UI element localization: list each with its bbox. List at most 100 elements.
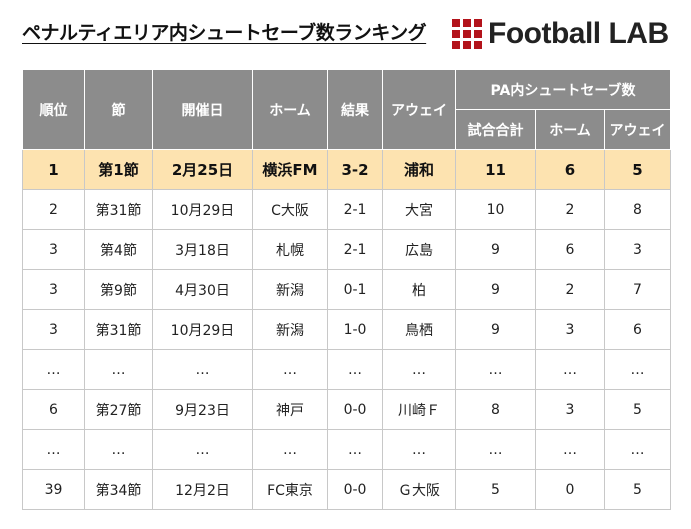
cell-home: … — [252, 429, 328, 470]
header-pa-saves-group: PA内シュートセーブ数 — [454, 69, 672, 110]
cell-away: 鳥栖 — [382, 309, 456, 350]
football-lab-logo: Football LAB — [452, 16, 669, 52]
page-title: ペナルティエリア内シュートセーブ数ランキング — [22, 22, 427, 44]
cell-away-saves: 7 — [603, 269, 672, 310]
cell-rank: … — [22, 349, 85, 390]
cell-result: … — [327, 349, 383, 390]
cell-away-saves: … — [603, 429, 672, 470]
cell-away-saves: 8 — [603, 189, 672, 230]
cell-section: 第31節 — [84, 189, 153, 230]
cell-away-saves: 5 — [603, 149, 672, 190]
cell-result: 0-0 — [327, 469, 383, 510]
cell-home-saves: 6 — [535, 149, 605, 190]
table-row: 2 第31節 10月29日 C大阪 2-1 大宮 10 2 8 — [22, 189, 672, 230]
cell-rank: 1 — [22, 149, 85, 190]
cell-away-saves: 5 — [603, 469, 672, 510]
header-rank: 順位 — [22, 69, 85, 150]
cell-away: 浦和 — [382, 149, 456, 190]
cell-home: FC東京 — [252, 469, 328, 510]
cell-home-saves: 3 — [535, 309, 605, 350]
cell-away: 広島 — [382, 229, 456, 270]
cell-home-saves: 3 — [535, 389, 605, 430]
cell-result: … — [327, 429, 383, 470]
cell-home-saves: 2 — [535, 189, 605, 230]
cell-section: 第31節 — [84, 309, 153, 350]
cell-home: C大阪 — [252, 189, 328, 230]
cell-away-saves: … — [603, 349, 672, 390]
header-result: 結果 — [327, 69, 383, 150]
cell-date: 3月18日 — [152, 229, 253, 270]
cell-away-saves: 5 — [603, 389, 672, 430]
cell-date: 2月25日 — [152, 149, 253, 190]
cell-rank: 3 — [22, 269, 85, 310]
cell-home: … — [252, 349, 328, 390]
cell-away-saves: 3 — [603, 229, 672, 270]
cell-result: 3-2 — [327, 149, 383, 190]
cell-away-saves: 6 — [603, 309, 672, 350]
cell-section: 第1節 — [84, 149, 153, 190]
table-row: 6 第27節 9月23日 神戸 0-0 川崎Ｆ 8 3 5 — [22, 389, 672, 430]
cell-home-saves: … — [535, 349, 605, 390]
cell-away: … — [382, 349, 456, 390]
cell-home-saves: 6 — [535, 229, 605, 270]
cell-date: 4月30日 — [152, 269, 253, 310]
cell-total: 9 — [455, 269, 536, 310]
cell-total: 9 — [455, 229, 536, 270]
cell-home-saves: 2 — [535, 269, 605, 310]
cell-total: 11 — [455, 149, 536, 190]
cell-total: 5 — [455, 469, 536, 510]
logo-text: Football LAB — [488, 17, 669, 50]
cell-section: 第34節 — [84, 469, 153, 510]
cell-date: 9月23日 — [152, 389, 253, 430]
cell-home: 神戸 — [252, 389, 328, 430]
cell-section: 第27節 — [84, 389, 153, 430]
cell-rank: 3 — [22, 229, 85, 270]
cell-away: 川崎Ｆ — [382, 389, 456, 430]
cell-home-saves: … — [535, 429, 605, 470]
cell-away: … — [382, 429, 456, 470]
cell-home: 横浜FM — [252, 149, 328, 190]
table-body: 1 第1節 2月25日 横浜FM 3-2 浦和 11 6 5 2 第31節 10月29日 C大阪 2-1 大… — [22, 149, 672, 510]
cell-section: 第4節 — [84, 229, 153, 270]
cell-home: 新潟 — [252, 309, 328, 350]
cell-result: 1-0 — [327, 309, 383, 350]
cell-date: … — [152, 349, 253, 390]
cell-away: 大宮 — [382, 189, 456, 230]
cell-total: 9 — [455, 309, 536, 350]
cell-total: … — [455, 349, 536, 390]
cell-result: 2-1 — [327, 189, 383, 230]
cell-date: 12月2日 — [152, 469, 253, 510]
cell-total: … — [455, 429, 536, 470]
cell-away: 柏 — [382, 269, 456, 310]
cell-home: 新潟 — [252, 269, 328, 310]
header-date: 開催日 — [152, 69, 253, 150]
cell-home: 札幌 — [252, 229, 328, 270]
cell-section: … — [84, 429, 153, 470]
cell-total: 10 — [455, 189, 536, 230]
header-section: 節 — [84, 69, 153, 150]
table-row: 39 第34節 12月2日 FC東京 0-0 Ｇ大阪 5 0 5 — [22, 469, 672, 510]
cell-date: 10月29日 — [152, 189, 253, 230]
cell-rank: 39 — [22, 469, 85, 510]
cell-section: … — [84, 349, 153, 390]
header-home-saves: ホーム — [535, 109, 605, 150]
table-row: 3 第4節 3月18日 札幌 2-1 広島 9 6 3 — [22, 229, 672, 270]
table-row: 3 第31節 10月29日 新潟 1-0 鳥栖 9 3 6 — [22, 309, 672, 350]
cell-rank: 2 — [22, 189, 85, 230]
football-lab-grid-icon — [452, 19, 482, 49]
cell-home-saves: 0 — [535, 469, 605, 510]
cell-result: 0-1 — [327, 269, 383, 310]
cell-date: … — [152, 429, 253, 470]
cell-rank: 3 — [22, 309, 85, 350]
table-row: 1 第1節 2月25日 横浜FM 3-2 浦和 11 6 5 — [22, 149, 672, 190]
table-row: ……………………… — [22, 429, 672, 470]
header-away: アウェイ — [382, 69, 456, 150]
header-away-saves: アウェイ — [603, 109, 672, 150]
cell-section: 第9節 — [84, 269, 153, 310]
cell-rank: … — [22, 429, 85, 470]
cell-rank: 6 — [22, 389, 85, 430]
ranking-table: 順位 節 開催日 ホーム 結果 アウェイ PA内シュートセーブ数 試合合計 ホー… — [22, 69, 672, 510]
cell-result: 0-0 — [327, 389, 383, 430]
header-total: 試合合計 — [455, 109, 536, 150]
cell-total: 8 — [455, 389, 536, 430]
